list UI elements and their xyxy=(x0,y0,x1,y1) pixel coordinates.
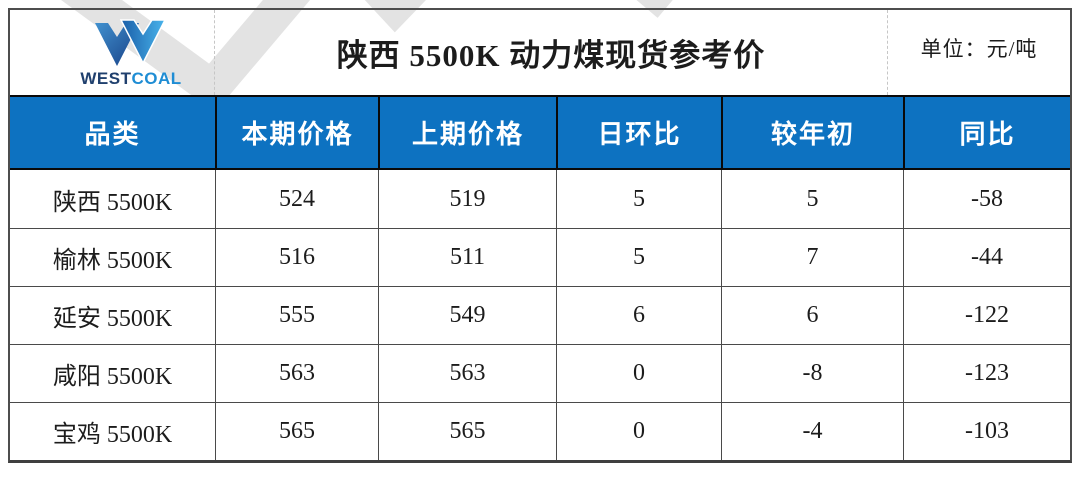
brand-wordmark: WESTCOAL xyxy=(80,70,181,87)
vs-year-start-cell: -8 xyxy=(721,345,903,402)
vs-year-start-cell: -4 xyxy=(721,403,903,460)
current-price-cell: 565 xyxy=(215,403,378,460)
category-cell: 延安 5500K xyxy=(52,306,173,332)
category-cell: 榆林 5500K xyxy=(52,248,173,274)
table-row: 陕西 5500K 524 519 5 5 -58 xyxy=(10,170,1070,228)
day-over-day-cell: 6 xyxy=(556,287,721,344)
previous-price-cell: 565 xyxy=(378,403,556,460)
previous-price-cell: 511 xyxy=(378,229,556,286)
category-cell: 陕西 5500K xyxy=(52,189,173,216)
day-over-day-cell: 0 xyxy=(556,345,721,402)
brand-west: WEST xyxy=(80,69,132,88)
category-cell: 宝鸡 5500K xyxy=(52,422,173,448)
westcoal-logo-icon xyxy=(95,19,167,66)
current-price-cell: 555 xyxy=(215,287,378,344)
column-header-category: 品类 xyxy=(84,120,141,149)
previous-price-cell: 549 xyxy=(378,287,556,344)
logo-cell: WESTCOAL xyxy=(10,10,214,95)
banner-row: WESTCOAL 陕西 5500K 动力煤现货参考价 单位：元/吨 xyxy=(10,10,1070,95)
table-row: 咸阳 5500K 563 563 0 -8 -123 xyxy=(10,344,1070,402)
vs-year-start-cell: 6 xyxy=(721,287,903,344)
year-over-year-cell: -122 xyxy=(903,287,1070,344)
year-over-year-cell: -58 xyxy=(903,170,1070,228)
previous-price-cell: 563 xyxy=(378,345,556,402)
year-over-year-cell: -103 xyxy=(903,403,1070,460)
year-over-year-cell: -123 xyxy=(903,345,1070,402)
day-over-day-cell: 0 xyxy=(556,403,721,460)
current-price-cell: 516 xyxy=(215,229,378,286)
table-row: 榆林 5500K 516 511 5 7 -44 xyxy=(10,228,1070,286)
westcoal-logo: WESTCOAL xyxy=(80,18,181,87)
column-header-day-over-day: 日环比 xyxy=(556,97,721,168)
table-row: 宝鸡 5500K 565 565 0 -4 -103 xyxy=(10,402,1070,460)
vs-year-start-cell: 7 xyxy=(721,229,903,286)
page-title: 陕西 5500K 动力煤现货参考价 xyxy=(336,38,766,73)
unit-cell: 单位：元/吨 xyxy=(887,10,1070,95)
year-over-year-cell: -44 xyxy=(903,229,1070,286)
column-header-vs-year-start: 较年初 xyxy=(721,97,903,168)
current-price-cell: 563 xyxy=(215,345,378,402)
column-header-row: 品类 本期价格 上期价格 日环比 较年初 同比 xyxy=(10,95,1070,170)
unit-label: 单位：元/吨 xyxy=(920,36,1038,61)
day-over-day-cell: 5 xyxy=(556,170,721,228)
column-header-current-price: 本期价格 xyxy=(215,97,378,168)
vs-year-start-cell: 5 xyxy=(721,170,903,228)
previous-price-cell: 519 xyxy=(378,170,556,228)
day-over-day-cell: 5 xyxy=(556,229,721,286)
column-header-previous-price: 上期价格 xyxy=(378,97,556,168)
title-cell: 陕西 5500K 动力煤现货参考价 xyxy=(214,10,887,95)
current-price-cell: 524 xyxy=(215,170,378,228)
table-row: 延安 5500K 555 549 6 6 -122 xyxy=(10,286,1070,344)
column-header-year-over-year: 同比 xyxy=(903,97,1070,168)
category-cell: 咸阳 5500K xyxy=(52,364,173,390)
price-table: WESTCOAL 陕西 5500K 动力煤现货参考价 单位：元/吨 品类 本期价… xyxy=(8,8,1072,463)
brand-coal: COAL xyxy=(131,69,182,88)
